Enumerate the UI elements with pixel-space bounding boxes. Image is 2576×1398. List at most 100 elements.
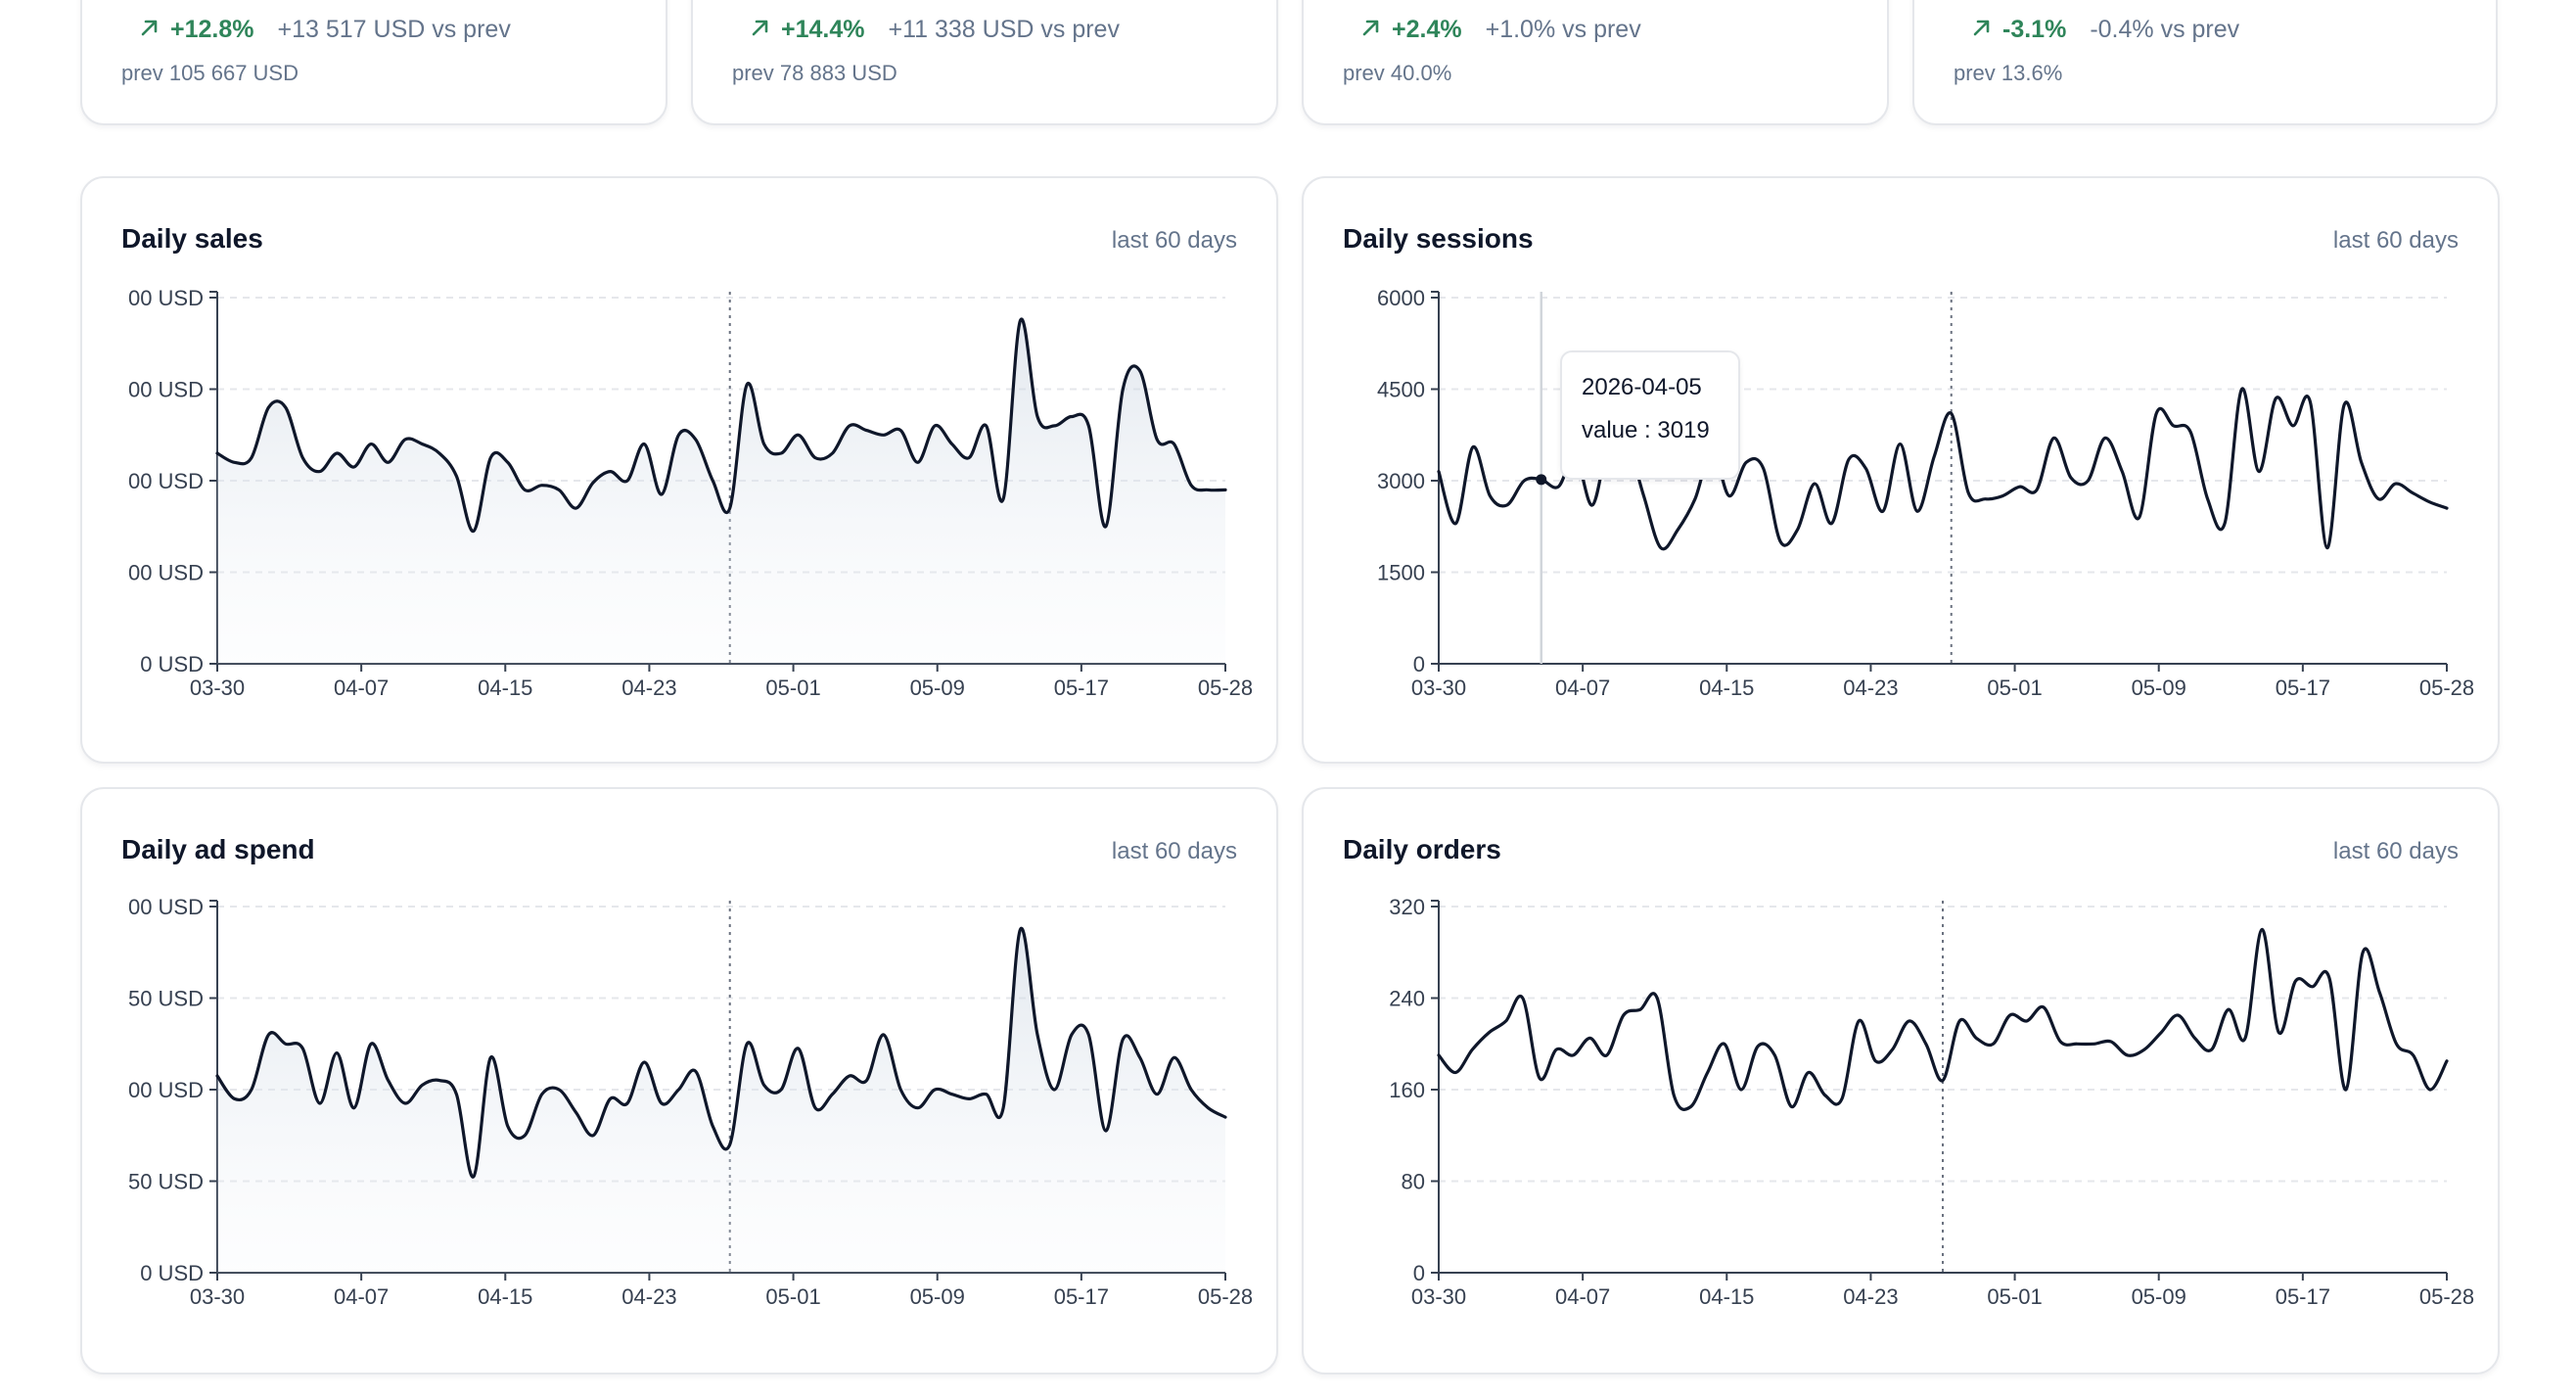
x-tick-label: 04-07 — [1555, 1284, 1610, 1309]
chart-title: Daily sales — [121, 223, 263, 254]
y-tick-label: 0 USD — [140, 1261, 204, 1285]
x-tick-label: 05-17 — [1054, 1284, 1109, 1309]
x-tick-label: 04-07 — [334, 1284, 389, 1309]
kpi-pct: -3.1% — [2002, 16, 2067, 43]
y-tick-label: 00 USD — [128, 895, 204, 919]
arrow-up-right-icon — [139, 17, 164, 45]
x-tick-label: 04-23 — [621, 1284, 676, 1309]
kpi-prev: prev 78 883 USD — [732, 61, 897, 85]
chart-range-label: last 60 days — [2332, 838, 2459, 864]
x-tick-label: 05-28 — [2419, 676, 2474, 700]
chart-tooltip: 2026-04-05 value : 3019 — [1560, 350, 1740, 480]
x-tick-label: 05-09 — [2132, 676, 2186, 700]
y-tick-label: 00 USD — [128, 286, 204, 310]
series-line — [215, 926, 1227, 1179]
x-tick-label: 04-15 — [1699, 1284, 1754, 1309]
x-tick-label: 05-17 — [1054, 676, 1109, 700]
chart-title: Daily orders — [1343, 834, 1501, 864]
kpi-change-row: +12.8% +13 517 USD vs prev — [139, 16, 511, 45]
x-tick-label: 03-30 — [1411, 676, 1466, 700]
x-tick-label: 05-01 — [765, 676, 820, 700]
x-tick-label: 05-17 — [2276, 1284, 2330, 1309]
y-tick-label: 4500 — [1377, 378, 1425, 402]
x-tick-label: 05-28 — [2419, 1284, 2474, 1309]
kpi-change-row: +14.4% +11 338 USD vs prev — [750, 16, 1120, 45]
x-tick-label: 04-23 — [1843, 1284, 1898, 1309]
kpi-delta: +13 517 USD vs prev — [277, 16, 511, 43]
daily-sales-chart[interactable]: 0 USD 00 USD 00 USD 00 USD 00 USD 03-30 04-07 0… — [82, 178, 1278, 764]
y-tick-label: 6000 — [1377, 286, 1425, 310]
y-tick-label: 00 USD — [128, 378, 204, 402]
x-tick-label: 04-23 — [621, 676, 676, 700]
kpi-pct: +2.4% — [1392, 16, 1462, 43]
daily-ad-spend-chart[interactable]: 0 USD 50 USD 00 USD 50 USD 00 USD 03-30 04-07 0… — [82, 789, 1278, 1375]
x-tick-label: 03-30 — [190, 676, 245, 700]
chart-card-daily-sales: Daily sales last 60 days 0 USD 00 USD 00 U… — [80, 176, 1278, 764]
chart-card-daily-orders: Daily orders last 60 days 0 80 160 240 320 03… — [1302, 787, 2500, 1375]
x-tick-label: 04-23 — [1843, 676, 1898, 700]
x-tick-label: 04-15 — [478, 1284, 532, 1309]
x-tick-label: 05-17 — [2276, 676, 2330, 700]
x-tick-label: 05-28 — [1198, 1284, 1253, 1309]
series-line — [1437, 927, 2449, 1111]
kpi-change-row: -3.1% -0.4% vs prev — [1971, 16, 2239, 45]
kpi-card-4: -3.1% -0.4% vs prev prev 13.6% — [1912, 0, 2498, 125]
y-tick-label: 0 USD — [140, 652, 204, 676]
kpi-card-3: +2.4% +1.0% vs prev prev 40.0% — [1302, 0, 1889, 125]
kpi-delta: +11 338 USD vs prev — [888, 16, 1120, 43]
series-area — [217, 318, 1225, 664]
x-tick-label: 04-07 — [1555, 676, 1610, 700]
y-tick-label: 0 — [1413, 1261, 1425, 1285]
y-tick-label: 00 USD — [128, 1078, 204, 1102]
chart-range-label: last 60 days — [1111, 838, 1237, 864]
kpi-prev: prev 13.6% — [1954, 61, 2063, 85]
x-tick-label: 05-01 — [1987, 1284, 2042, 1309]
x-tick-label: 05-09 — [2132, 1284, 2186, 1309]
x-tick-label: 05-09 — [910, 1284, 965, 1309]
x-tick-label: 04-07 — [334, 676, 389, 700]
y-tick-label: 160 — [1389, 1078, 1425, 1102]
kpi-prev: prev 40.0% — [1343, 61, 1452, 85]
arrow-up-right-icon — [1360, 17, 1386, 45]
y-tick-label: 50 USD — [128, 987, 204, 1011]
x-tick-label: 03-30 — [1411, 1284, 1466, 1309]
y-tick-label: 240 — [1389, 987, 1425, 1011]
chart-card-daily-sessions: Daily sessions last 60 days 0 1500 3000 450… — [1302, 176, 2500, 764]
arrow-up-right-icon — [1971, 17, 1997, 45]
chart-range-label: last 60 days — [2332, 227, 2459, 254]
y-tick-label: 00 USD — [128, 561, 204, 585]
chart-title: Daily sessions — [1343, 223, 1534, 254]
kpi-delta: -0.4% vs prev — [2090, 16, 2240, 43]
tooltip-date: 2026-04-05 — [1582, 374, 1702, 400]
kpi-card-sales: +12.8% +13 517 USD vs prev prev 105 667 U… — [80, 0, 667, 125]
y-tick-label: 3000 — [1377, 469, 1425, 493]
chart-range-label: last 60 days — [1111, 227, 1237, 254]
kpi-pct: +12.8% — [170, 16, 254, 43]
tooltip-value: value : 3019 — [1582, 417, 1710, 443]
hover-point — [1536, 474, 1547, 486]
y-tick-label: 00 USD — [128, 469, 204, 493]
chart-card-daily-ad-spend: Daily ad spend last 60 days 0 USD 50 USD 0… — [80, 787, 1278, 1375]
x-tick-label: 05-09 — [910, 676, 965, 700]
y-tick-label: 50 USD — [128, 1170, 204, 1194]
x-tick-label: 05-01 — [1987, 676, 2042, 700]
x-tick-label: 05-01 — [765, 1284, 820, 1309]
daily-orders-chart[interactable]: 0 80 160 240 320 03-30 04-07 04-15 04-23 05-01 05-… — [1304, 789, 2500, 1375]
kpi-change-row: +2.4% +1.0% vs prev — [1360, 16, 1641, 45]
y-tick-label: 80 — [1402, 1170, 1425, 1194]
kpi-pct: +14.4% — [781, 16, 865, 43]
arrow-up-right-icon — [750, 17, 775, 45]
kpi-prev: prev 105 667 USD — [121, 61, 299, 85]
y-tick-label: 320 — [1389, 895, 1425, 919]
kpi-card-2: +14.4% +11 338 USD vs prev prev 78 883 US… — [691, 0, 1278, 125]
x-tick-label: 05-28 — [1198, 676, 1253, 700]
chart-title: Daily ad spend — [121, 834, 315, 864]
x-tick-label: 04-15 — [1699, 676, 1754, 700]
y-tick-label: 1500 — [1377, 561, 1425, 585]
daily-sessions-chart[interactable]: 0 1500 3000 4500 6000 03-30 04-07 04-15 04-23 05-… — [1304, 178, 2500, 764]
x-tick-label: 03-30 — [190, 1284, 245, 1309]
series-area — [217, 928, 1225, 1273]
kpi-delta: +1.0% vs prev — [1485, 16, 1641, 43]
series-line — [215, 317, 1227, 534]
x-tick-label: 04-15 — [478, 676, 532, 700]
